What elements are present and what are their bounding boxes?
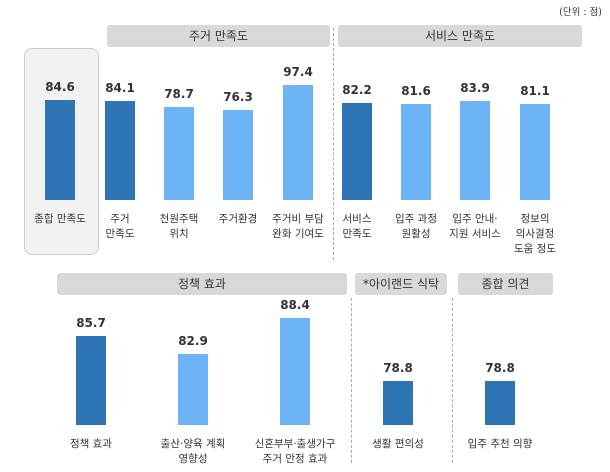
value-label: 85.7 <box>76 315 106 330</box>
bar <box>45 100 75 200</box>
category-label: 서비스 만족도 <box>342 213 372 240</box>
bar <box>223 109 253 200</box>
unit-note: (단위 : 점) <box>559 7 602 18</box>
group-header: 종합 의견 <box>458 273 553 295</box>
value-label: 82.2 <box>342 83 372 97</box>
value-label: 78.7 <box>164 87 194 102</box>
value-label: 81.1 <box>520 84 550 99</box>
bar <box>485 381 515 425</box>
category-label: 종합 만족도 <box>34 213 86 225</box>
bar <box>401 103 431 200</box>
category-label: 입주 과정 원활성 <box>395 213 437 240</box>
bar <box>178 354 208 425</box>
separator <box>351 298 352 463</box>
bar <box>105 100 135 200</box>
category-label: 출산·양육 계획 영향성 <box>160 438 226 465</box>
category-label: 주거 만족도 <box>105 213 135 240</box>
category-label: 천원주택 위치 <box>159 213 199 240</box>
value-label: 84.1 <box>105 80 135 95</box>
bar <box>76 335 106 425</box>
category-label: 신혼부부·출생가구 주거 안정 효과 <box>254 438 336 465</box>
value-label: 97.4 <box>283 65 313 80</box>
value-label: 88.4 <box>280 298 310 313</box>
bar <box>342 103 372 200</box>
value-label: 78.8 <box>383 361 413 376</box>
group-header: 서비스 만족도 <box>338 25 582 47</box>
value-label: 78.8 <box>485 361 515 376</box>
value-label: 84.6 <box>45 80 75 95</box>
bar <box>520 104 550 200</box>
category-label: 주거비 부담 완화 기여도 <box>272 213 324 240</box>
category-label: 정보의 의사결정 도움 정도 <box>514 213 556 255</box>
bar <box>460 100 490 200</box>
value-label: 83.9 <box>460 80 490 95</box>
separator <box>333 28 334 260</box>
separator <box>452 298 453 463</box>
group-header: 주거 만족도 <box>107 25 330 47</box>
category-label: 입주 안내· 지원 서비스 <box>449 213 501 240</box>
group-header: 정책 효과 <box>57 273 347 295</box>
category-label: 주거환경 <box>218 213 258 225</box>
group-header: *아이랜드 식탁 <box>355 273 447 295</box>
bar <box>283 85 313 200</box>
category-label: 생활 편의성 <box>372 438 424 450</box>
bar <box>383 381 413 425</box>
category-label: 정책 효과 <box>70 438 112 450</box>
value-label: 81.6 <box>401 83 431 98</box>
value-label: 76.3 <box>223 89 253 104</box>
bar <box>164 107 194 200</box>
value-label: 82.9 <box>178 334 208 349</box>
category-label: 입주 추천 의향 <box>467 438 533 450</box>
bar <box>280 318 310 425</box>
